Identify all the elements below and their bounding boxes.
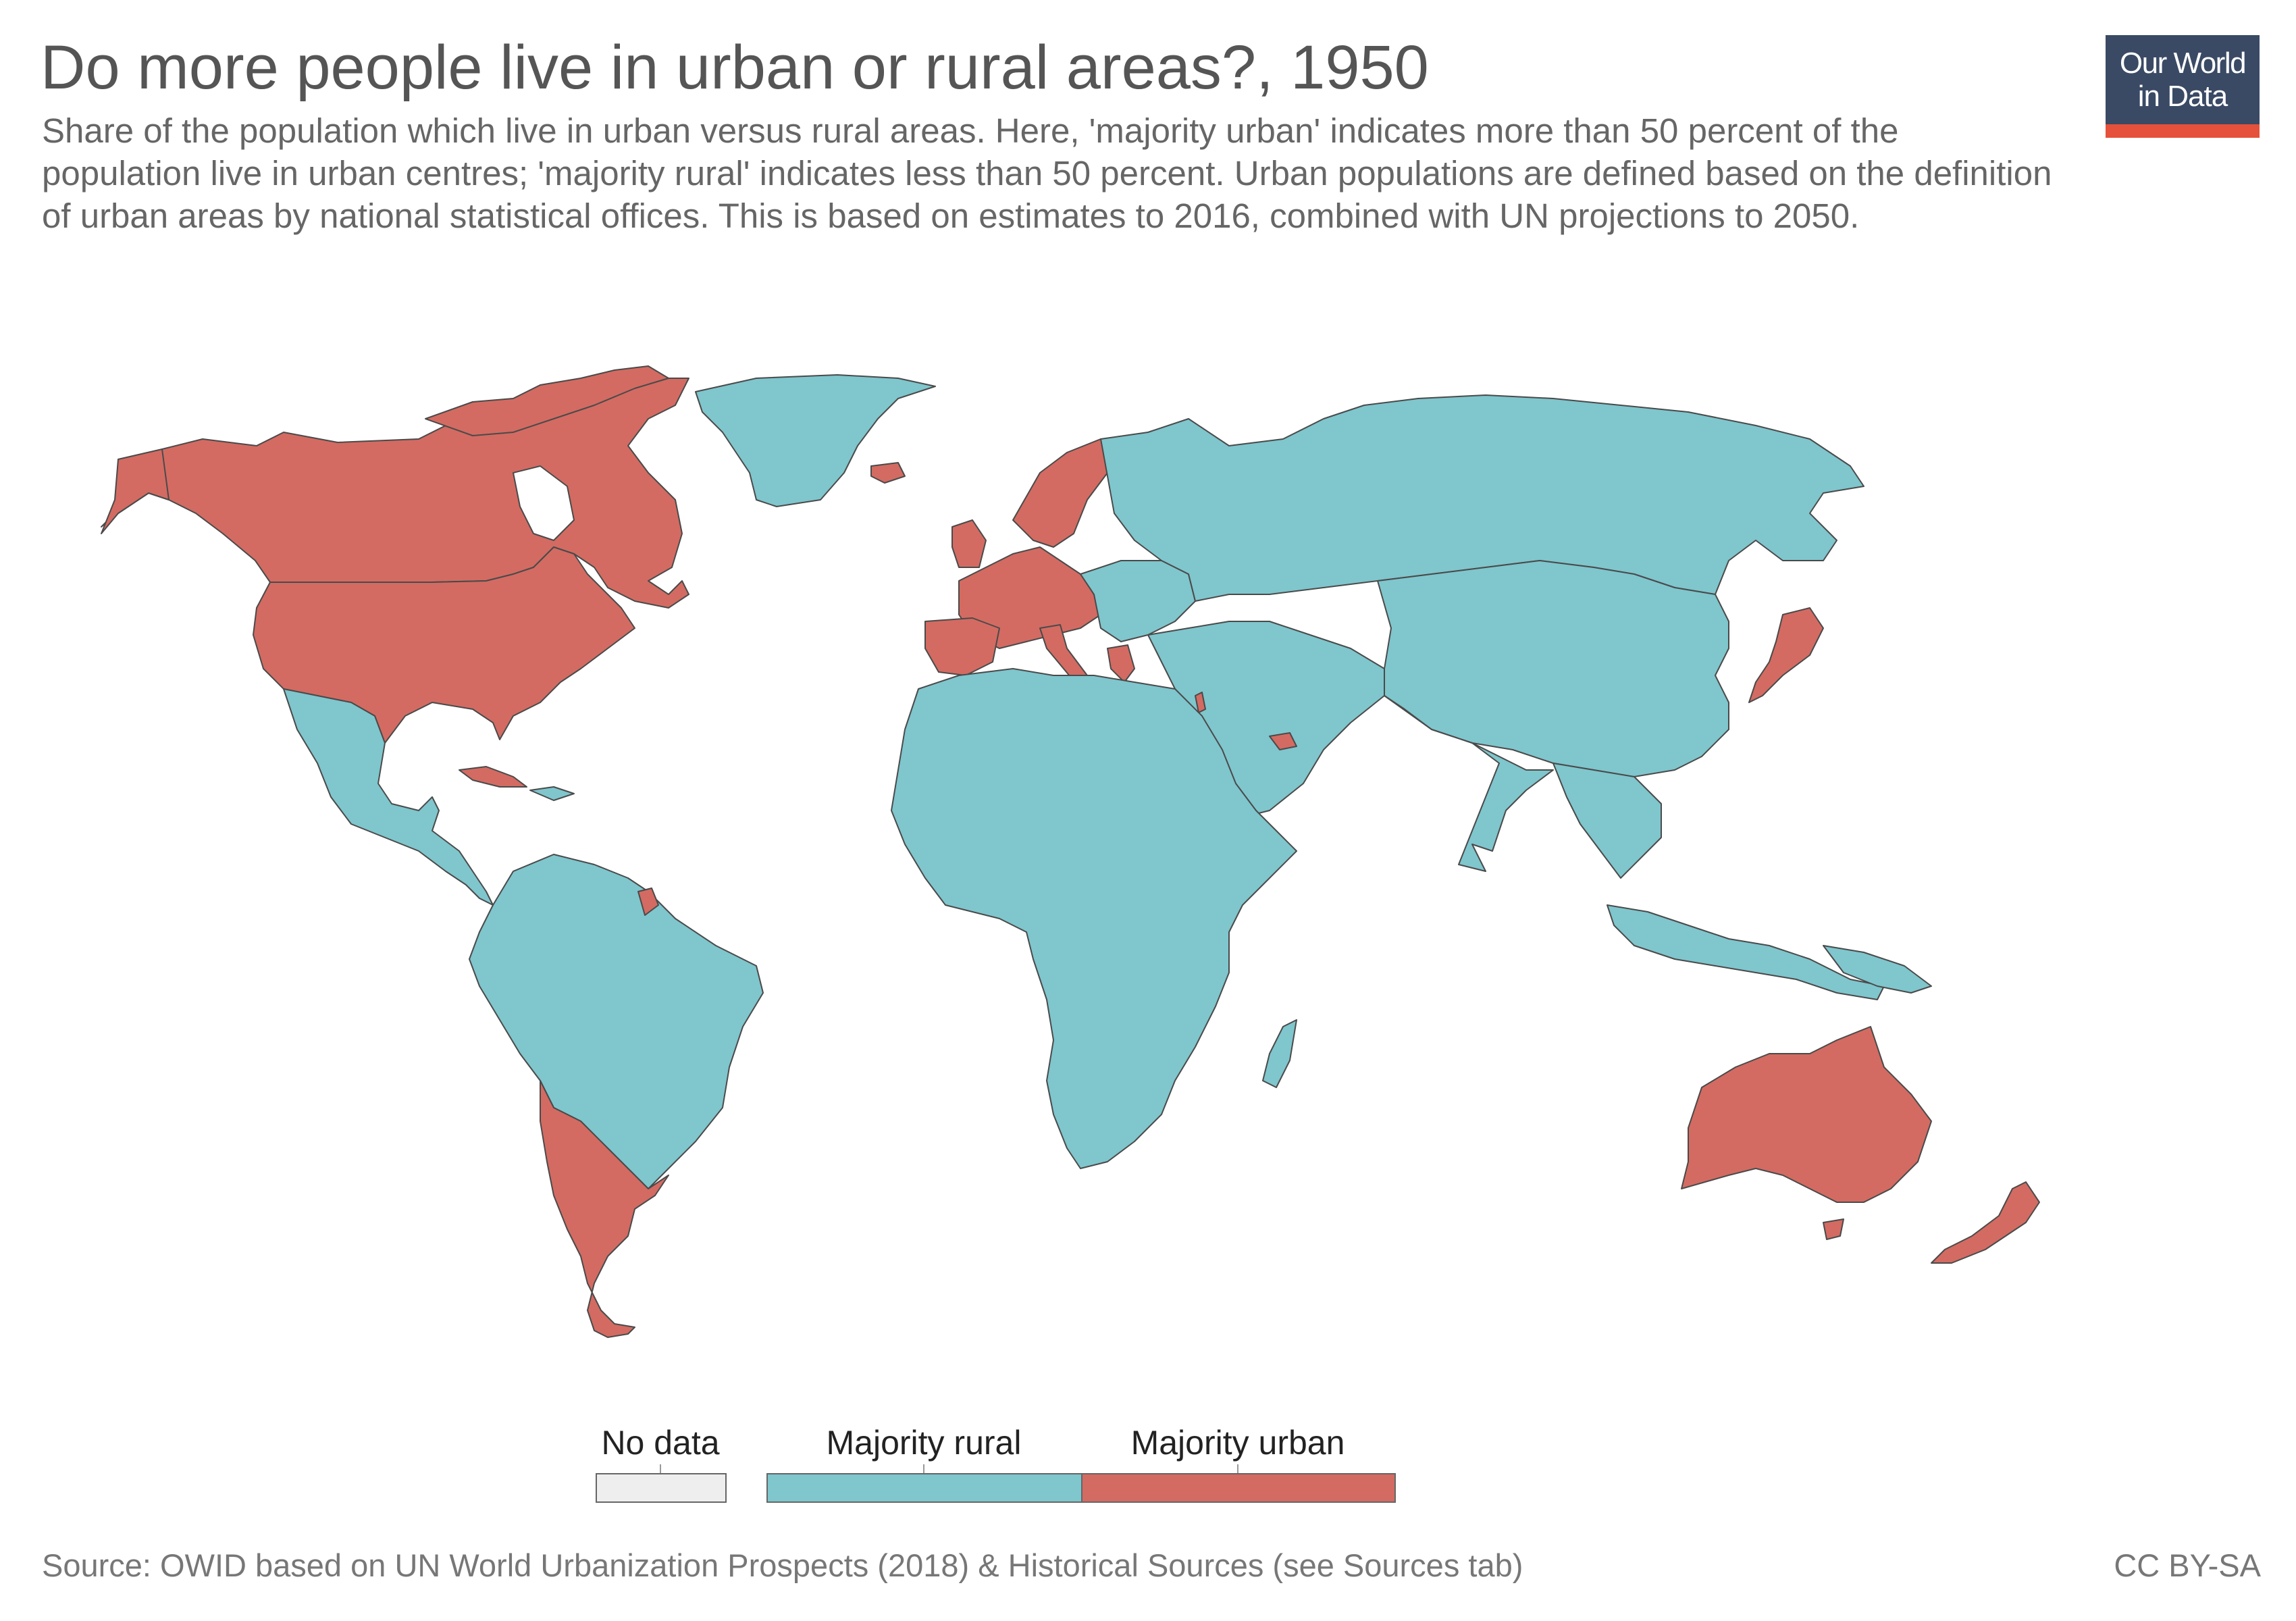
region-british-isles[interactable] [951,519,987,568]
legend-no-data-label: No data [601,1424,719,1462]
region-southeast-asia[interactable] [1553,763,1662,879]
region-caribbean[interactable] [529,786,575,801]
region-hudson-bay [513,465,575,541]
chart-subtitle: Share of the population which live in ur… [42,111,2052,235]
logo-line-2: in Data [2137,80,2228,113]
chart-title: Do more people live in urban or rural ar… [41,33,1429,102]
region-australia[interactable] [1681,1026,1932,1203]
region-french-guiana[interactable] [637,887,659,916]
logo-line-1: Our World [2119,47,2247,80]
logo-accent-bar [2106,124,2260,138]
owid-logo[interactable]: Our World in Data [2106,35,2260,138]
region-cuba[interactable] [459,766,527,788]
region-japan[interactable] [1748,607,1824,703]
region-iberia[interactable] [924,617,1000,676]
source-note[interactable]: Source: OWID based on UN World Urbanizat… [42,1547,1523,1583]
region-alaska[interactable] [101,448,169,534]
region-uae[interactable] [1269,732,1297,750]
legend-rural-label: Majority rural [827,1424,1022,1462]
region-iceland[interactable] [870,462,906,484]
region-eastern-europe[interactable] [1080,560,1196,642]
region-south-america[interactable] [469,854,764,1189]
legend-urban-label: Majority urban [1131,1424,1345,1462]
region-russia[interactable] [1100,394,1864,602]
region-africa[interactable] [891,668,1297,1169]
region-mexico[interactable] [283,688,494,906]
region-new-zealand[interactable] [1931,1181,2040,1264]
region-madagascar[interactable] [1262,1019,1297,1088]
license-note[interactable]: CC BY-SA [2114,1547,2261,1583]
region-new-guinea[interactable] [1823,945,1932,994]
legend-urban-swatch[interactable] [1081,1473,1396,1503]
legend-no-data-swatch[interactable] [596,1473,727,1503]
region-indonesia[interactable] [1607,904,1885,1000]
region-southern-cone[interactable] [540,1080,669,1338]
legend-rural-swatch[interactable] [766,1473,1082,1503]
region-greece[interactable] [1107,644,1135,683]
region-greenland[interactable] [695,374,936,507]
region-arctic-islands[interactable] [425,365,669,436]
region-india[interactable] [1384,695,1554,872]
region-israel[interactable] [1195,692,1206,713]
region-tasmania[interactable] [1823,1218,1844,1240]
